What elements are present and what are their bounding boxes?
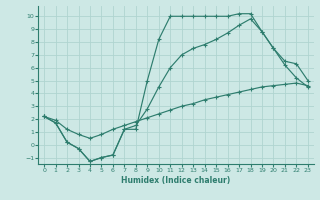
X-axis label: Humidex (Indice chaleur): Humidex (Indice chaleur) bbox=[121, 176, 231, 185]
